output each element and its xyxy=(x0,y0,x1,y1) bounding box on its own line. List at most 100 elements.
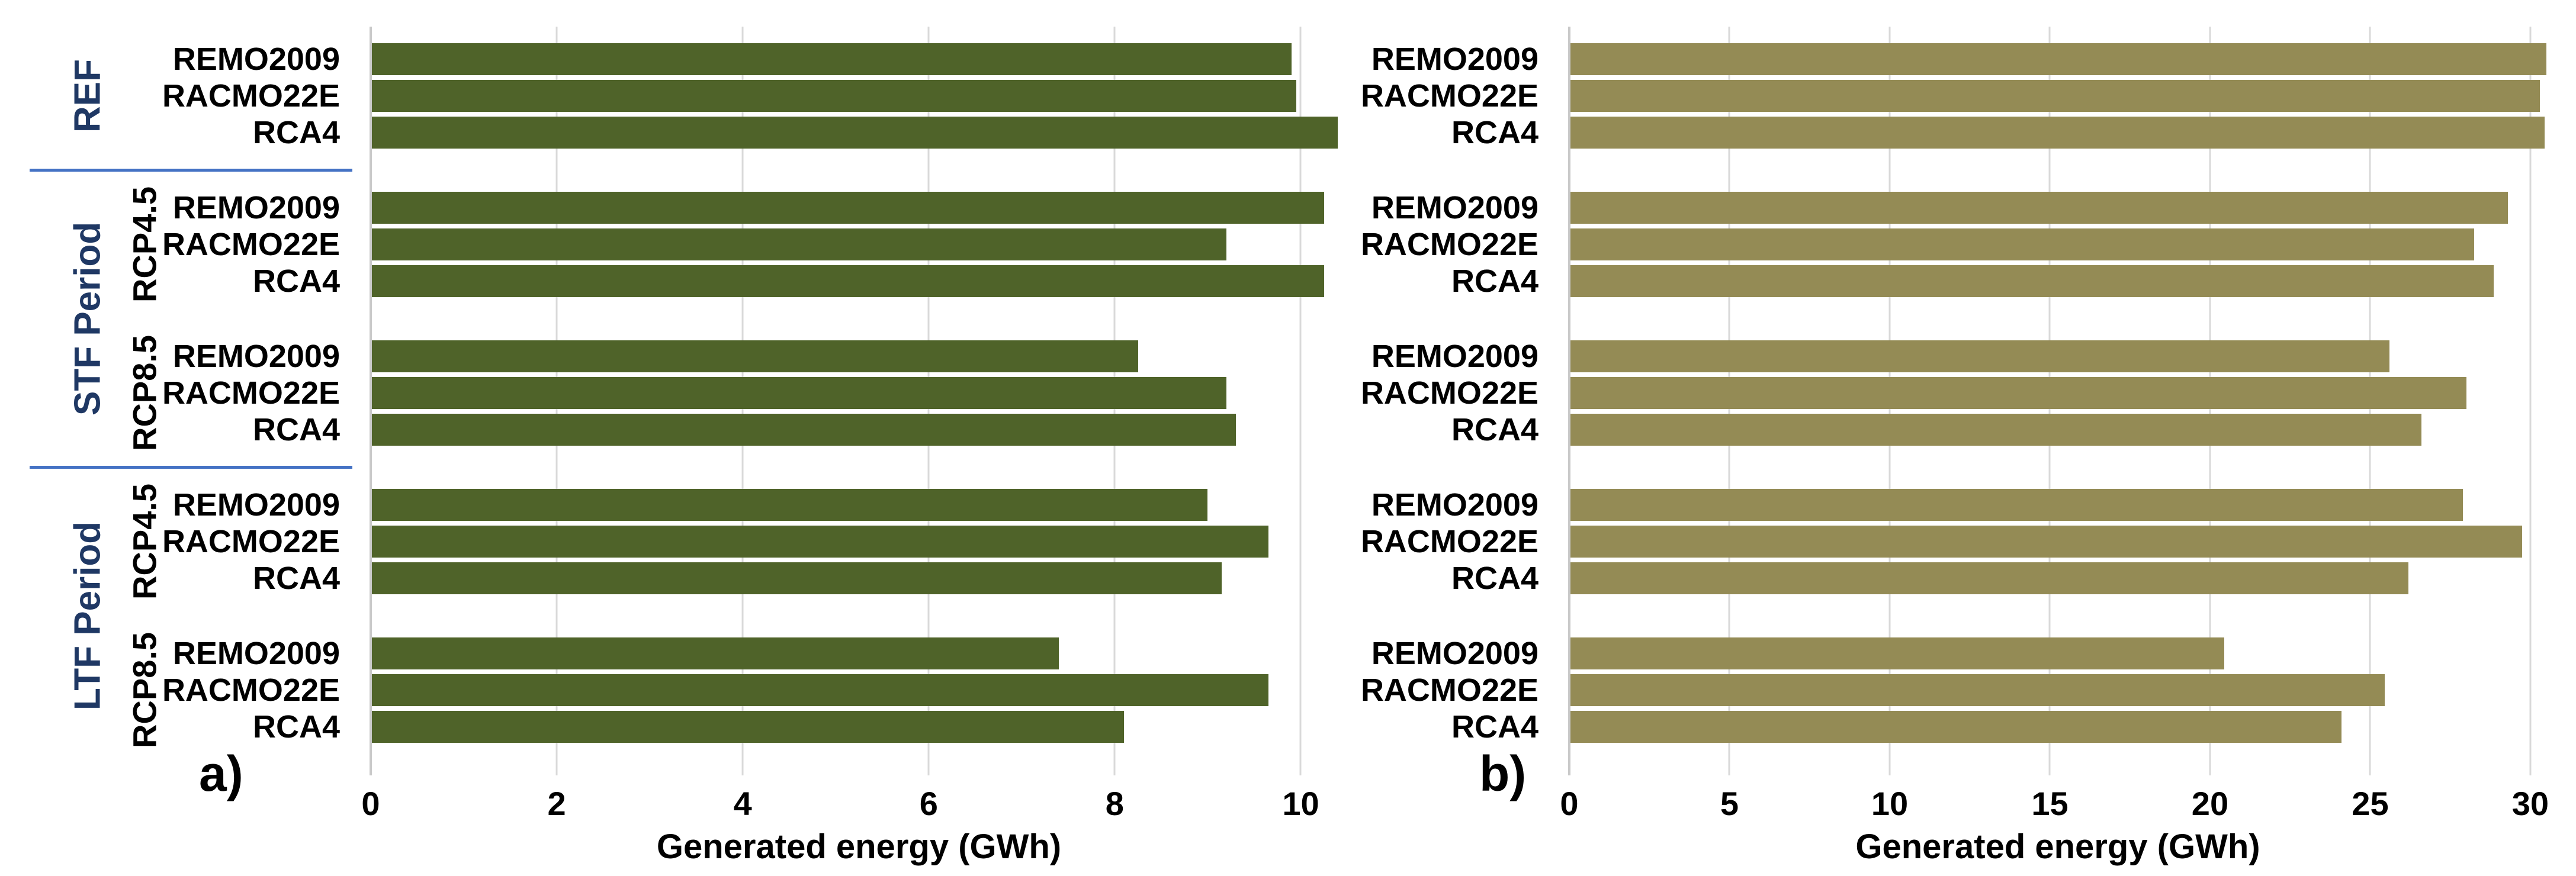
bar xyxy=(371,117,1338,149)
row-label: REMO2009 xyxy=(172,487,340,523)
panel-a-letter: a) xyxy=(199,746,243,801)
x-tick-label: 2 xyxy=(547,785,566,822)
bar xyxy=(1569,340,2389,372)
row-label: RACMO22E xyxy=(1360,227,1538,262)
bar xyxy=(371,526,1268,558)
label-group: REMO2009 RACMO22E RCA4 xyxy=(0,340,340,446)
group-separator xyxy=(30,466,352,469)
bar-group xyxy=(371,637,1347,743)
label-group: REMO2009 RACMO22E RCA4 xyxy=(1356,637,1538,743)
bar xyxy=(1569,637,2225,669)
row-label: REMO2009 xyxy=(172,636,340,671)
row-label: RACMO22E xyxy=(162,78,340,114)
x-tick-label: 15 xyxy=(2031,785,2068,822)
panel-a-bars xyxy=(371,27,1347,775)
row-label: REMO2009 xyxy=(1371,41,1538,77)
row-label: RACMO22E xyxy=(1360,78,1538,114)
label-group: REMO2009 RACMO22E RCA4 xyxy=(1356,489,1538,594)
x-tick-label: 4 xyxy=(733,785,752,822)
bar xyxy=(371,265,1324,297)
row-label: REMO2009 xyxy=(172,339,340,374)
bar xyxy=(371,414,1236,446)
bar-group xyxy=(1569,637,2546,743)
bar xyxy=(1569,43,2546,75)
row-label: RCA4 xyxy=(1451,115,1538,150)
bar xyxy=(1569,117,2545,149)
x-tick-label: 30 xyxy=(2511,785,2549,822)
panel-a-row-labels: REMO2009 RACMO22E RCA4 REMO2009 RACMO22E RCA4… xyxy=(0,27,340,775)
row-label: RCA4 xyxy=(252,115,340,150)
row-label: RCA4 xyxy=(252,263,340,299)
x-tick-label: 6 xyxy=(919,785,938,822)
bar xyxy=(371,489,1208,521)
bar xyxy=(371,192,1324,224)
label-group: REMO2009 RACMO22E RCA4 xyxy=(0,43,340,149)
bar-group xyxy=(371,192,1347,297)
bar xyxy=(1569,192,2508,224)
panel-a-plot xyxy=(370,27,1347,775)
row-label: REMO2009 xyxy=(1371,636,1538,671)
row-label: REMO2009 xyxy=(1371,339,1538,374)
panel-a-category-axis-line xyxy=(370,27,372,775)
panel-b-plot xyxy=(1568,27,2546,775)
row-label: RACMO22E xyxy=(162,524,340,559)
row-label: RACMO22E xyxy=(1360,524,1538,559)
bar-group xyxy=(371,43,1347,149)
row-label: RCA4 xyxy=(252,412,340,447)
gridline xyxy=(2529,27,2532,775)
x-tick-label: 20 xyxy=(2191,785,2229,822)
gridline xyxy=(1299,27,1302,775)
bar-group xyxy=(1569,43,2546,149)
panel-b-row-labels: REMO2009 RACMO22E RCA4 REMO2009 RACMO22E RCA4… xyxy=(1356,27,1538,775)
bar xyxy=(1569,414,2422,446)
bar xyxy=(371,711,1125,743)
bar-group xyxy=(1569,192,2546,297)
x-tick-label: 10 xyxy=(1871,785,1909,822)
x-tick-label: 25 xyxy=(2352,785,2389,822)
bar-group xyxy=(371,340,1347,446)
label-group: REMO2009 RACMO22E RCA4 xyxy=(1356,43,1538,149)
bar xyxy=(1569,377,2466,409)
bar xyxy=(1569,526,2523,558)
bar xyxy=(371,228,1226,260)
row-label: RCA4 xyxy=(252,709,340,745)
bar xyxy=(1569,228,2475,260)
label-group: REMO2009 RACMO22E RCA4 xyxy=(1356,192,1538,297)
row-label: REMO2009 xyxy=(172,41,340,77)
label-group: REMO2009 RACMO22E RCA4 xyxy=(0,637,340,743)
label-group: REMO2009 RACMO22E RCA4 xyxy=(1356,340,1538,446)
group-separator xyxy=(30,169,352,172)
row-label: RACMO22E xyxy=(162,375,340,411)
panel-b-x-axis-ticks: 0 5 10 15 20 25 30 xyxy=(1560,780,2549,827)
row-label: RACMO22E xyxy=(162,227,340,262)
bar xyxy=(1569,80,2540,112)
bar xyxy=(1569,489,2463,521)
bar xyxy=(371,637,1059,669)
bar xyxy=(371,340,1138,372)
bar xyxy=(371,80,1296,112)
panel-b-letter: b) xyxy=(1479,746,1527,801)
row-label: RCA4 xyxy=(1451,263,1538,299)
row-label: REMO2009 xyxy=(1371,190,1538,226)
x-tick-label: 10 xyxy=(1282,785,1319,822)
bar xyxy=(1569,265,2494,297)
label-group: REMO2009 RACMO22E RCA4 xyxy=(0,192,340,297)
bar xyxy=(371,674,1268,706)
panel-a-x-axis-ticks: 0 2 4 6 8 10 xyxy=(361,780,1347,827)
bar xyxy=(1569,711,2341,743)
bar-group xyxy=(1569,489,2546,594)
bar-group xyxy=(371,489,1347,594)
row-label: RACMO22E xyxy=(1360,672,1538,708)
row-label: RACMO22E xyxy=(1360,375,1538,411)
row-label: RCA4 xyxy=(1451,561,1538,596)
bar xyxy=(371,562,1222,594)
row-label: REMO2009 xyxy=(1371,487,1538,523)
label-group: REMO2009 RACMO22E RCA4 xyxy=(0,489,340,594)
row-label: RCA4 xyxy=(1451,709,1538,745)
bar-group xyxy=(1569,340,2546,446)
panel-b-x-axis-title: Generated energy (GWh) xyxy=(1855,827,2260,866)
x-tick-label: 0 xyxy=(1560,785,1579,822)
